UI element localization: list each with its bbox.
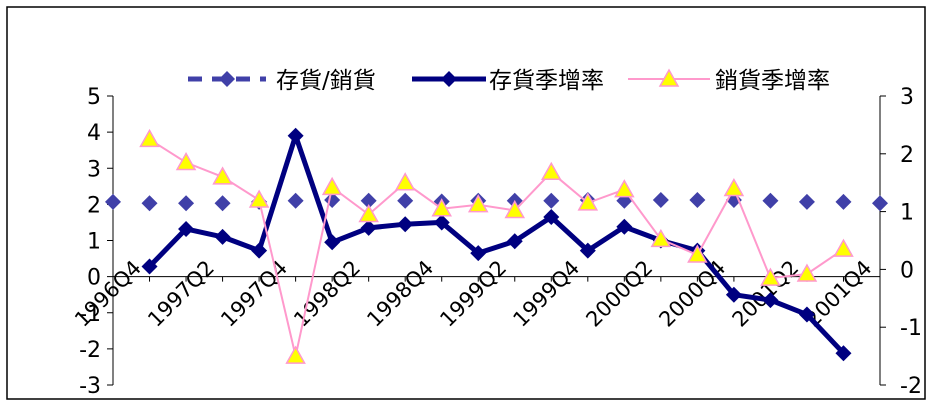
series-point [543,192,560,209]
series-point [141,195,158,212]
series-point [358,203,379,223]
series-point [178,220,195,237]
right-y-axis: -2 -1 0 1 2 3 [879,85,922,399]
right-tick-label: 2 [900,143,914,168]
series-point [798,193,815,210]
series-point [470,245,487,262]
legend-item-inventory-growth: 存貨季增率 [412,68,604,94]
right-tick-label: -2 [900,374,922,399]
legend-label-sales-growth: 銷貨季增率 [715,68,830,94]
series-point [835,193,852,210]
legend-marker-sales-growth [658,68,680,87]
legend: 存貨/銷貨 存貨季增率 銷貨季增率 [188,68,830,94]
left-tick-label: -1 [79,302,101,327]
series-point [872,195,888,212]
right-tick-label: 0 [900,258,914,283]
legend-marker-inventory-sales-ratio [219,71,235,87]
series-point [321,176,343,196]
series-point [835,345,852,362]
series-point [504,199,526,219]
series-point [397,216,414,233]
series-layer [105,127,888,364]
series-point [687,244,708,263]
series-point [506,233,523,250]
series-point [394,172,416,191]
series-point [178,195,195,212]
right-tick-label: 1 [900,201,914,226]
series-point [105,193,121,210]
left-y-axis: -3 -2 -1 0 1 2 3 4 5 [79,85,114,399]
series-line [147,133,846,355]
series-point [689,192,706,209]
legend-item-sales-growth: 銷貨季增率 [628,68,830,94]
legend-marker-inventory-growth [441,71,457,87]
series-point [541,161,562,181]
left-tick-label: 1 [87,230,101,255]
series-point [214,195,231,212]
series-point [760,267,781,286]
series-point [175,151,197,171]
series-point [360,192,377,209]
series-point [796,263,818,282]
legend-item-inventory-sales-ratio: 存貨/銷貨 [188,68,376,94]
left-tick-label: -3 [79,374,101,399]
left-tick-label: 4 [87,121,101,146]
series-point [833,238,854,257]
series-point [650,228,672,248]
series-point [139,128,160,148]
series-point [397,192,414,209]
series-point [577,192,599,211]
legend-label-inventory-growth: 存貨季增率 [489,68,604,94]
series-point [725,286,742,303]
series-point [614,179,635,198]
left-tick-label: -2 [79,338,101,363]
series-point [212,166,233,185]
series-point [141,258,158,275]
right-tick-label: -1 [900,316,922,341]
left-tick-label: 5 [87,85,101,110]
series-point [762,192,779,209]
series-point [248,189,270,208]
series-sales-growth [139,128,854,364]
series-point [285,345,306,364]
series-point [287,192,304,209]
series-point [287,127,304,144]
series-line [148,138,845,357]
series-point [579,242,596,259]
series-point [214,228,231,245]
series-point [324,234,341,251]
series-point [433,214,450,231]
series-point [798,306,815,323]
right-tick-label: 3 [900,85,914,110]
left-tick-label: 0 [87,266,101,291]
left-tick-label: 2 [87,193,101,218]
series-point [762,292,779,309]
series-point [431,198,452,217]
series-point [360,219,377,236]
legend-label-inventory-sales-ratio: 存貨/銷貨 [276,68,376,94]
series-point [467,194,489,213]
series-point [251,242,268,259]
series-inventory-growth [141,127,852,362]
series-point [543,209,560,226]
series-point [616,218,633,235]
series-point [652,192,669,209]
left-tick-label: 3 [87,157,101,182]
series-point [723,177,745,197]
